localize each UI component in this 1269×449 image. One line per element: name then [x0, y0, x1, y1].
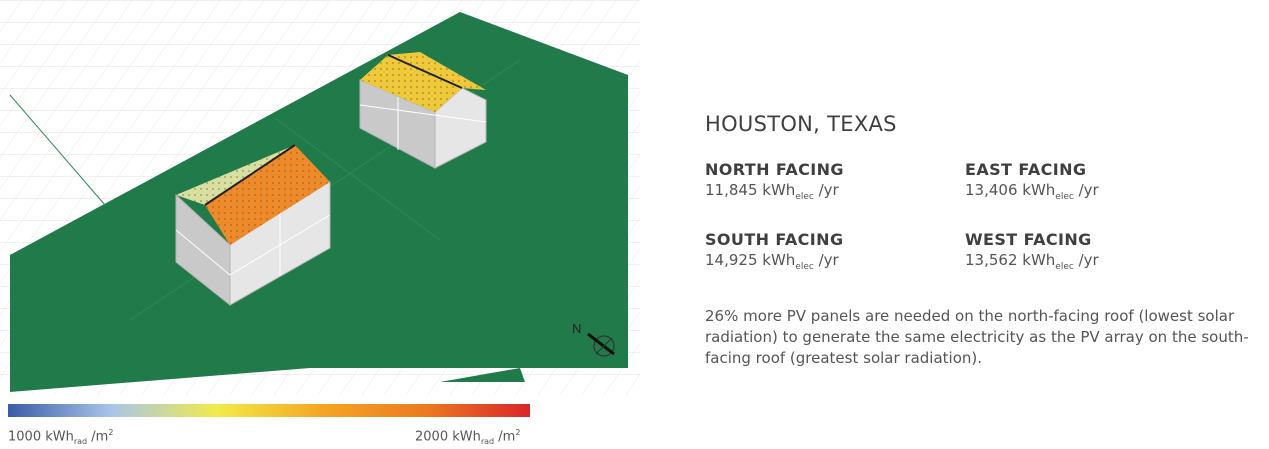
wall-seam: [359, 104, 487, 123]
compass-cross-icon: [595, 337, 613, 355]
city-title: HOUSTON, TEXAS: [705, 112, 897, 136]
solar-radiation-scene: N: [0, 0, 640, 395]
legend-min-label: 1000 kWhrad /m2: [8, 428, 114, 446]
roof-east-dots: [388, 52, 486, 90]
grid-line: [9, 94, 106, 206]
info-panel: HOUSTON, TEXAS NORTH FACING 11,845 kWhel…: [705, 112, 1265, 369]
grid-line: [274, 117, 441, 241]
compass-needle-icon: [587, 332, 615, 356]
west-facing-title: WEST FACING: [965, 230, 1092, 249]
west-facing-value: 13,562 kWhelec /yr: [965, 251, 1099, 272]
east-facing-value: 13,406 kWhelec /yr: [965, 181, 1099, 202]
roof-south-dots: [205, 145, 330, 245]
east-facing-title: EAST FACING: [965, 160, 1087, 179]
south-facing-result: SOUTH FACING 14,925 kWhelec /yr: [705, 230, 844, 272]
compass-circle-icon: [593, 335, 615, 357]
roof-north-dots: [176, 145, 295, 205]
roof-ridge: [387, 54, 463, 89]
comparison-note: 26% more PV panels are needed on the nor…: [705, 307, 1249, 367]
radiation-color-scale: [8, 404, 530, 417]
north-facing-title: NORTH FACING: [705, 160, 844, 179]
ground-plane-lower: [440, 368, 525, 382]
south-facing-title: SOUTH FACING: [705, 230, 844, 249]
compass-label: N: [572, 321, 581, 336]
wall-seam: [175, 229, 231, 276]
legend-max-label: 2000 kWhrad /m2: [415, 428, 521, 446]
orientation-results: NORTH FACING 11,845 kWhelec /yr EAST FAC…: [705, 160, 1265, 300]
roof-west-dots: [360, 55, 462, 112]
west-facing-result: WEST FACING 13,562 kWhelec /yr: [965, 230, 1099, 272]
north-facing-result: NORTH FACING 11,845 kWhelec /yr: [705, 160, 844, 202]
roof-ridge: [204, 144, 296, 206]
house-front: [175, 144, 331, 307]
wall-seam: [229, 214, 331, 276]
south-facing-value: 14,925 kWhelec /yr: [705, 251, 839, 272]
north-facing-value: 11,845 kWhelec /yr: [705, 181, 839, 202]
house-back: [359, 52, 487, 169]
east-facing-result: EAST FACING 13,406 kWhelec /yr: [965, 160, 1099, 202]
compass: N: [572, 321, 615, 357]
